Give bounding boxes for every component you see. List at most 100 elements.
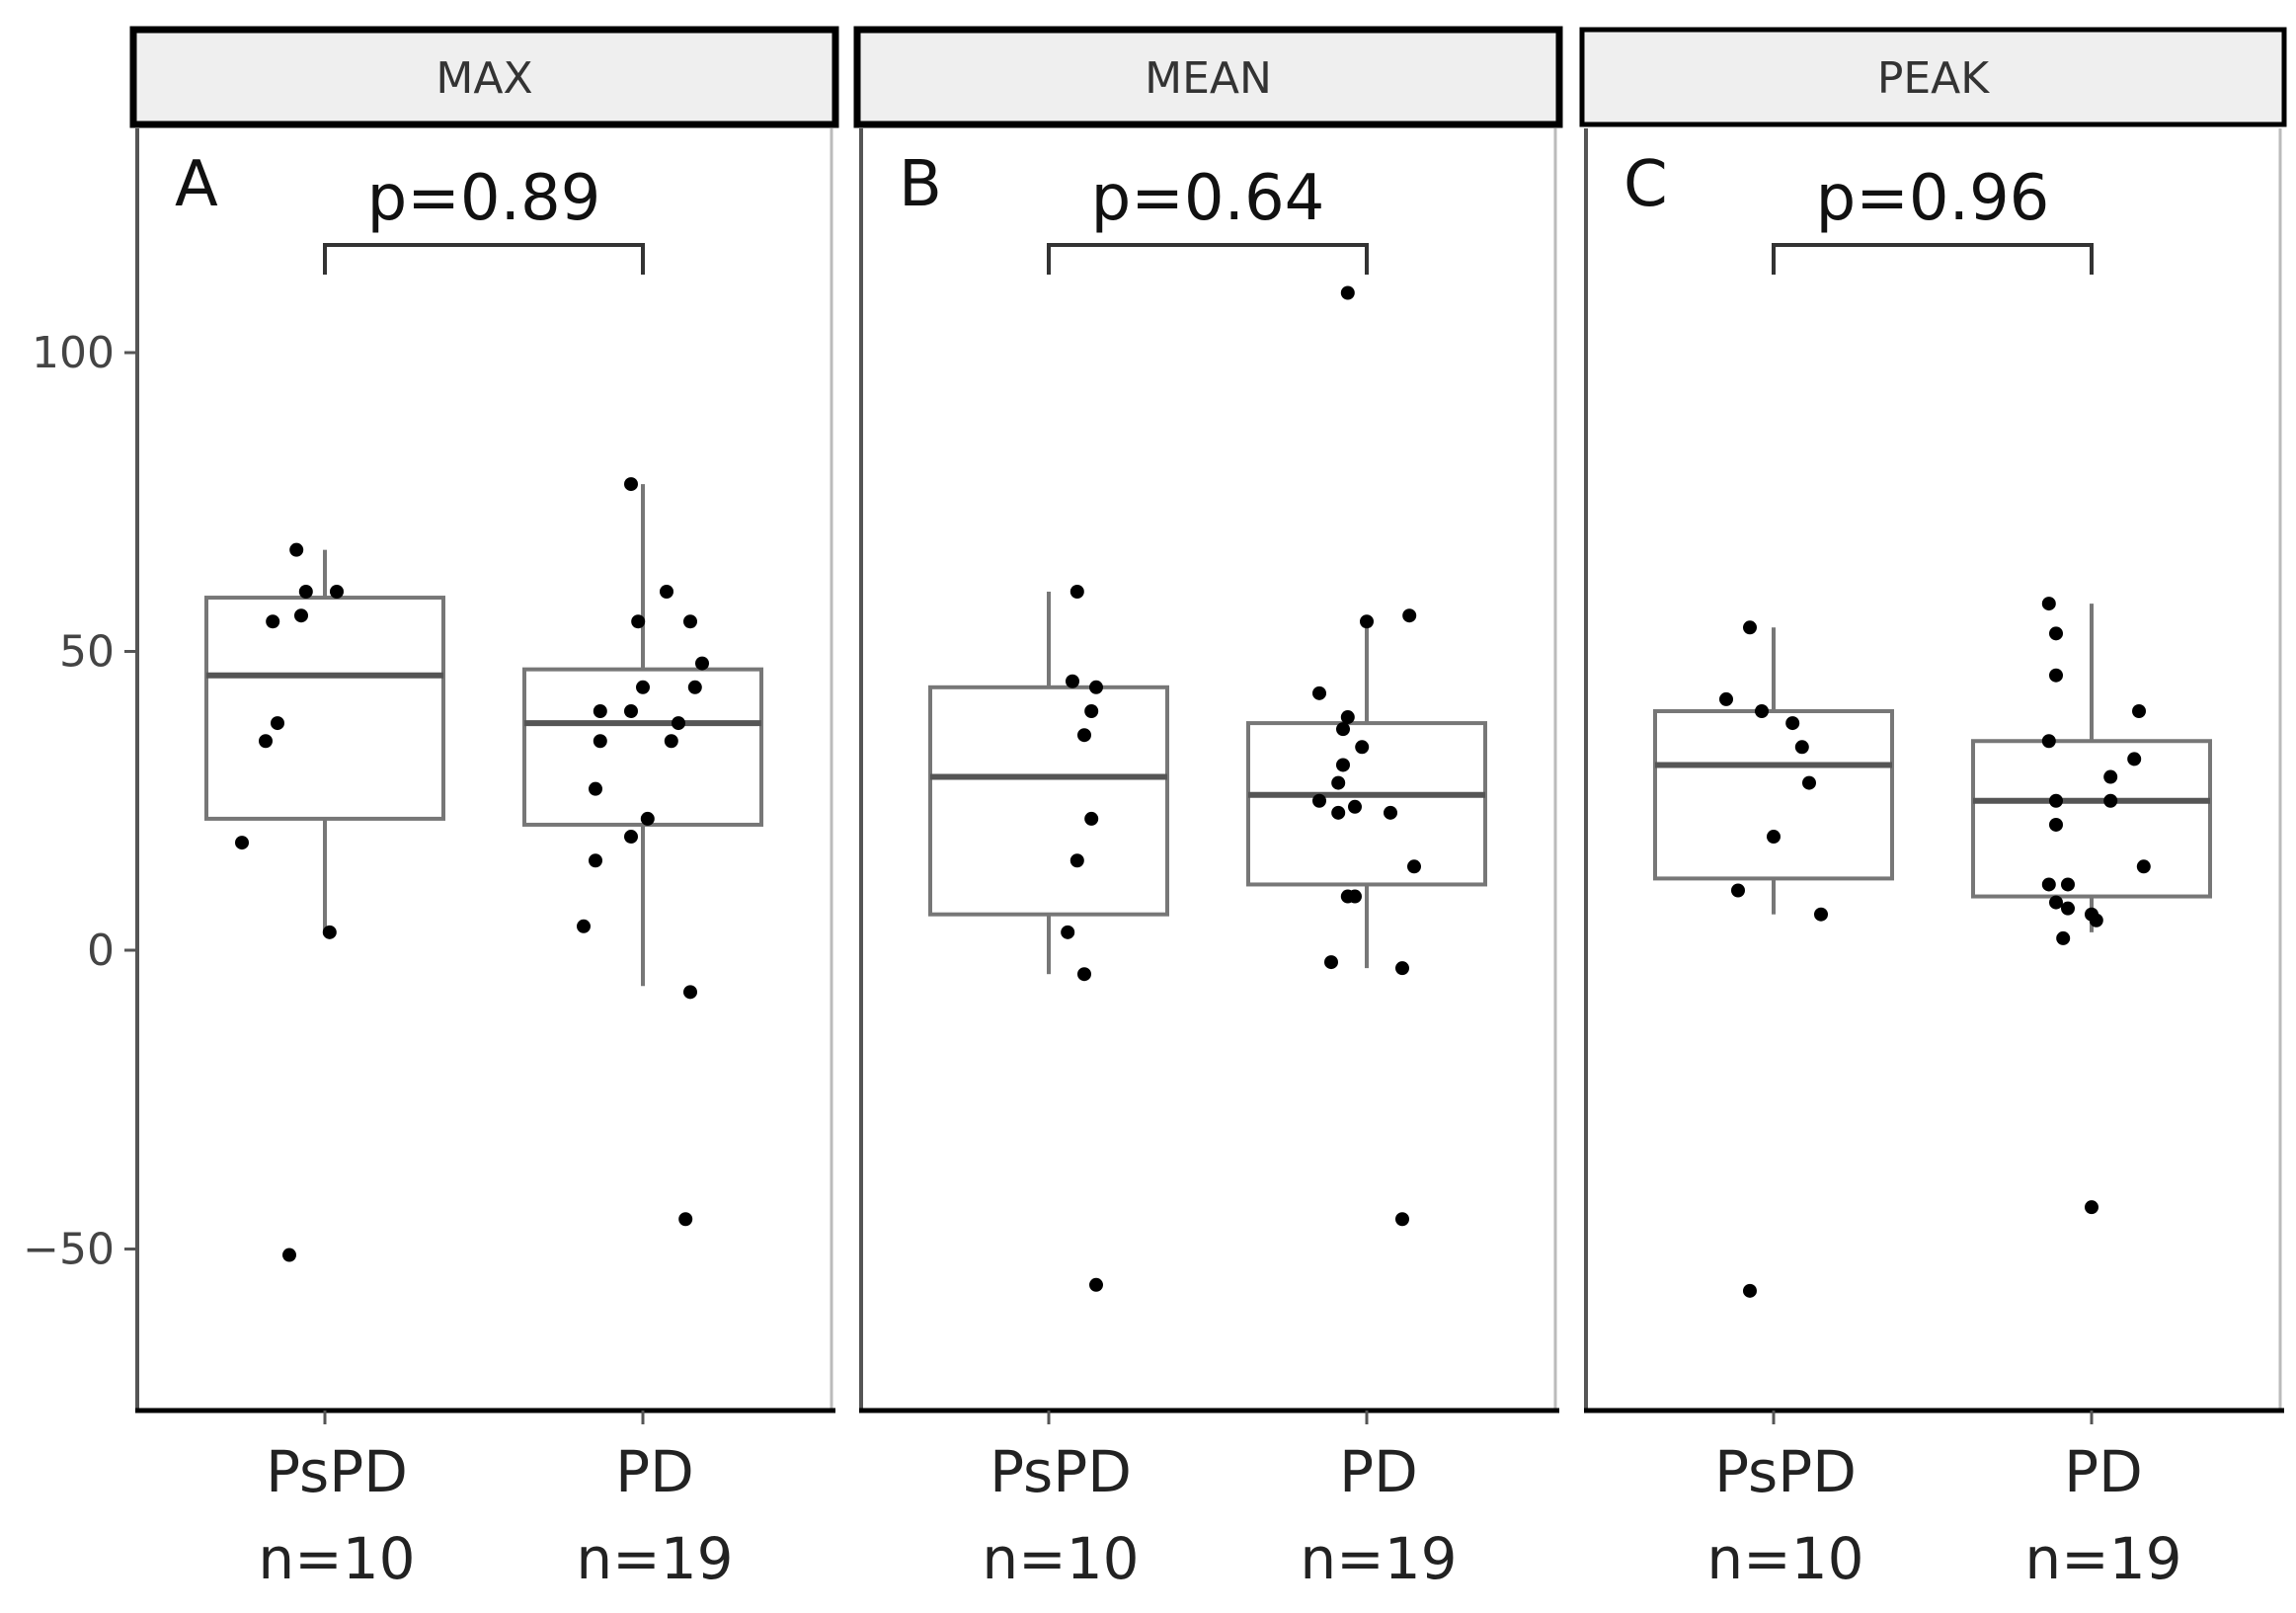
data-point: [2085, 1200, 2098, 1215]
data-point: [1395, 961, 1409, 976]
group-n-label: n=10: [982, 1525, 1139, 1592]
data-point: [2136, 859, 2151, 874]
data-point: [1785, 716, 1800, 731]
data-point: [2089, 913, 2103, 927]
data-point: [624, 830, 638, 845]
data-point: [1794, 740, 1809, 755]
facet-strip: [1579, 27, 2287, 127]
data-point: [1069, 853, 1084, 868]
x-tick-label: PD: [615, 1438, 694, 1505]
data-point: [1767, 830, 1781, 845]
data-point: [330, 585, 344, 599]
data-point: [631, 614, 646, 629]
data-point: [266, 614, 280, 629]
facet-strip: [853, 26, 1563, 128]
facet-strip-label: MAX: [435, 53, 532, 104]
data-point: [2103, 769, 2118, 784]
x-tick-label: PsPD: [1714, 1438, 1857, 1505]
data-point: [589, 853, 602, 868]
data-point: [1384, 805, 1397, 820]
data-point: [1802, 775, 1816, 790]
data-point: [683, 985, 697, 1000]
panel-letter: C: [1623, 148, 1668, 221]
data-point: [636, 680, 650, 694]
data-point: [1084, 704, 1099, 718]
data-point: [1407, 859, 1421, 874]
data-point: [593, 734, 607, 749]
y-tick-label: 50: [59, 627, 115, 678]
data-point: [1340, 710, 1355, 725]
data-point: [1312, 793, 1326, 808]
data-point: [1743, 1283, 1757, 1298]
data-point: [1069, 585, 1084, 599]
data-point: [1340, 285, 1355, 300]
data-point: [2049, 626, 2063, 641]
data-point: [2049, 793, 2063, 808]
data-point: [593, 704, 607, 718]
data-point: [1348, 889, 1362, 904]
data-point: [1348, 799, 1362, 814]
data-point: [589, 781, 602, 796]
x-tick-label: PsPD: [990, 1438, 1132, 1505]
panel-letter: A: [175, 148, 218, 221]
data-point: [1755, 704, 1769, 718]
p-value-label: p=0.64: [1091, 162, 1325, 235]
data-point: [2061, 877, 2075, 892]
data-point: [687, 680, 702, 694]
data-point: [1743, 620, 1757, 635]
significance-bracket: [323, 243, 645, 275]
significance-bracket: [1772, 243, 2094, 275]
data-point: [1402, 608, 1417, 623]
group-n-label: n=10: [1706, 1525, 1863, 1592]
data-point: [1084, 811, 1099, 826]
data-point: [672, 716, 685, 731]
facet-strip-label: PEAK: [1877, 53, 1990, 104]
data-point: [1077, 967, 1091, 982]
data-point: [2061, 901, 2075, 916]
data-point: [577, 919, 591, 933]
group-n-label: n=19: [2024, 1525, 2181, 1592]
data-point: [1336, 758, 1350, 772]
group-n-label: n=10: [258, 1525, 415, 1592]
data-point: [1331, 775, 1346, 790]
data-point: [640, 811, 655, 826]
data-point: [2056, 930, 2071, 945]
data-point: [1089, 1277, 1103, 1292]
data-point: [1077, 728, 1091, 743]
data-point: [271, 716, 284, 731]
data-point: [2041, 734, 2056, 749]
data-point: [1331, 805, 1346, 820]
box-iqr: [1971, 739, 2212, 899]
data-point: [1719, 691, 1733, 706]
data-point: [2132, 704, 2146, 718]
data-point: [1061, 925, 1075, 939]
p-value-label: p=0.89: [367, 162, 601, 235]
data-point: [1324, 955, 1338, 970]
data-point: [683, 614, 697, 629]
data-point: [2049, 668, 2063, 683]
significance-bracket: [1047, 243, 1369, 275]
data-point: [2041, 597, 2056, 611]
facet-strip: [129, 26, 839, 128]
data-point: [678, 1212, 693, 1227]
data-point: [1731, 883, 1745, 898]
box-iqr: [522, 667, 763, 827]
data-point: [259, 734, 273, 749]
data-point: [2041, 877, 2056, 892]
y-tick-label: −50: [23, 1225, 115, 1275]
data-point: [1066, 674, 1079, 688]
panel-letter: B: [899, 148, 942, 221]
data-point: [289, 542, 304, 557]
data-point: [2049, 817, 2063, 832]
data-point: [1312, 686, 1326, 700]
box-iqr: [1653, 709, 1894, 881]
data-point: [1360, 614, 1374, 629]
y-tick-label: 100: [32, 328, 115, 378]
data-point: [1089, 680, 1103, 694]
data-point: [2049, 895, 2063, 910]
y-tick-label: 0: [87, 926, 115, 976]
data-point: [2127, 752, 2142, 766]
data-point: [660, 585, 673, 599]
data-point: [1395, 1212, 1409, 1227]
data-point: [298, 585, 313, 599]
